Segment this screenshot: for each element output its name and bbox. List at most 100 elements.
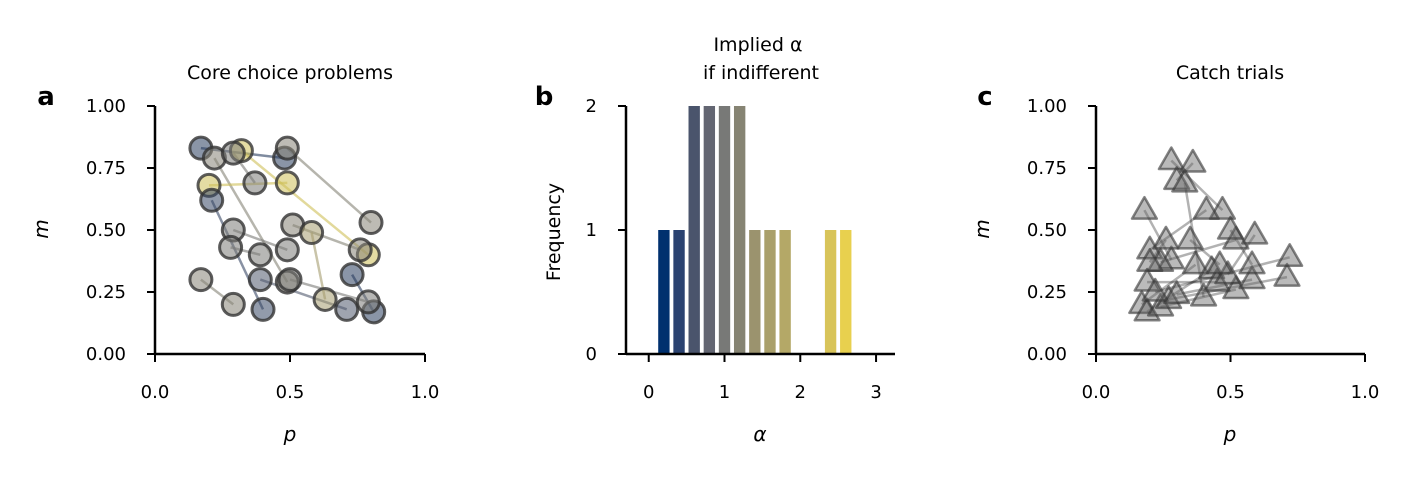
panel-c-x-tick-label: 0.0: [1082, 382, 1111, 403]
panel-c-point: [1190, 282, 1218, 307]
panel-a-point: [355, 289, 381, 315]
panel-a-point: [247, 242, 273, 268]
panel-b-x-tick-label: 0: [643, 382, 654, 403]
panel-a-xlabel: p: [283, 422, 297, 446]
panel-b-y-tick-label: 0: [586, 344, 597, 365]
panel-c-point: [1241, 220, 1269, 245]
panel-c-point: [1181, 250, 1210, 275]
panel-c-point: [1176, 225, 1204, 250]
panel-a-y-tick-label: 0.25: [86, 282, 126, 303]
panel-b-bar: [779, 230, 791, 354]
panel-a-y-tick-label: 0.75: [86, 158, 126, 179]
panel-c-x-tick-label: 1.0: [1351, 382, 1380, 403]
panel-c-x-tick-label: 0.5: [1216, 382, 1245, 403]
panel-a-x-tick-label: 0.0: [141, 382, 170, 403]
panel-a-pair-line: [286, 147, 372, 224]
panel-b-bar: [764, 230, 776, 354]
panel-c-point: [1146, 292, 1175, 317]
panel-a-core-choice-problems: a Core choice problems m p 0.0 0.5 1.0 0.00…: [29, 62, 439, 446]
panel-a-pair-line: [240, 149, 370, 256]
panel-b-plot-area: [658, 106, 852, 354]
panel-c-y-tick-label: 0.75: [1027, 158, 1067, 179]
panel-c-point: [1273, 262, 1301, 287]
panel-c-point: [1171, 168, 1199, 193]
panel-a-pair-line: [213, 157, 289, 283]
panel-c-point: [1276, 243, 1304, 267]
panel-a-ylabel: m: [29, 219, 53, 238]
panel-b-bar: [658, 230, 670, 354]
panel-c-y-tick-label: 1.00: [1027, 96, 1067, 117]
panel-a-point: [199, 187, 225, 213]
panel-b-title-line-1: Implied α: [713, 34, 802, 56]
panel-a-point: [188, 267, 214, 293]
panel-b-label: b: [535, 82, 554, 112]
panel-c-title: Catch trials: [1176, 62, 1284, 84]
panel-a-point: [274, 135, 300, 161]
panel-c-point: [1152, 225, 1180, 250]
panel-a-point: [299, 219, 325, 245]
panel-b-x-tick-label: 1: [719, 382, 730, 403]
panel-b-title-line-2: if indifferent: [703, 62, 819, 84]
panel-c-catch-trials: c Catch trials m p 0.0 0.5 1.0 0.00 0.25 0.50…: [970, 62, 1379, 446]
panel-a-x-tick-label: 1.0: [411, 382, 440, 403]
panel-a-point: [312, 286, 338, 312]
panel-b-xlabel: α: [753, 422, 766, 446]
panel-c-y-tick-label: 0.25: [1027, 282, 1067, 303]
panel-a-point: [274, 237, 300, 263]
panel-c-point: [1179, 148, 1207, 173]
panel-b-y-tick-label: 2: [586, 96, 597, 117]
panel-a-point: [220, 291, 246, 317]
panel-b-title: Implied α if indifferent: [703, 34, 819, 84]
panel-b-y-tick-label: 1: [586, 220, 597, 241]
panel-a-point: [339, 262, 365, 288]
panel-c-point: [1157, 146, 1185, 171]
panel-c-point: [1163, 166, 1191, 191]
panel-c-axes: 0.0 0.5 1.0 0.00 0.25 0.50 0.75 1.00: [1027, 96, 1379, 403]
panel-a-point: [274, 170, 300, 196]
panel-c-plot-area: [1128, 146, 1304, 322]
panel-c-xlabel: p: [1223, 422, 1237, 446]
panel-a-point: [334, 296, 360, 322]
panel-a-label: a: [37, 82, 55, 112]
panel-b-x-tick-label: 2: [795, 382, 806, 403]
panel-a-y-tick-label: 0.00: [86, 344, 126, 365]
panel-b-bar: [733, 106, 746, 354]
panel-b-implied-alpha: b Implied α if indifferent Frequency α 0…: [535, 34, 895, 446]
panel-c-y-tick-label: 0.00: [1027, 344, 1067, 365]
panel-b-ylabel: Frequency: [543, 183, 565, 281]
panel-c-point: [1141, 277, 1169, 302]
panel-c-point: [1163, 280, 1191, 305]
panel-a-x-tick-label: 0.5: [276, 382, 305, 403]
panel-a-plot-area: [188, 135, 387, 325]
panel-a-point: [247, 267, 273, 293]
panel-c-point: [1206, 250, 1234, 275]
panel-a-title: Core choice problems: [187, 62, 393, 84]
panel-b-bar: [840, 230, 852, 354]
panel-a-point: [277, 267, 303, 293]
panel-b-bar: [824, 230, 837, 354]
panel-a-y-tick-label: 0.50: [86, 220, 126, 241]
panel-c-y-tick-label: 0.50: [1027, 220, 1067, 241]
panel-c-ylabel: m: [970, 219, 994, 238]
panel-c-point: [1130, 195, 1159, 220]
panel-a-point: [218, 234, 244, 260]
panel-a-point: [242, 170, 268, 196]
panel-a-y-tick-label: 1.00: [86, 96, 126, 117]
panel-b-bar: [673, 230, 685, 354]
panel-c-point: [1136, 247, 1164, 272]
panel-a-point: [220, 140, 246, 166]
panel-b-axes: 0 1 2 3 0 1 2: [586, 96, 895, 403]
panel-c-point: [1238, 265, 1266, 290]
panel-c-label: c: [977, 82, 992, 112]
panel-c-point: [1238, 250, 1266, 275]
panel-c-point: [1192, 195, 1220, 220]
panel-a-point: [358, 210, 384, 236]
panel-a-point: [250, 296, 276, 322]
panel-c-pair-line: [1149, 209, 1208, 251]
panel-c-pair-line: [1160, 238, 1237, 264]
panel-b-bar: [703, 106, 716, 354]
panel-a-point: [347, 237, 373, 263]
panel-c-pair-line: [1140, 263, 1197, 306]
panel-b-x-tick-label: 3: [870, 382, 881, 403]
panel-c-point: [1216, 215, 1245, 240]
